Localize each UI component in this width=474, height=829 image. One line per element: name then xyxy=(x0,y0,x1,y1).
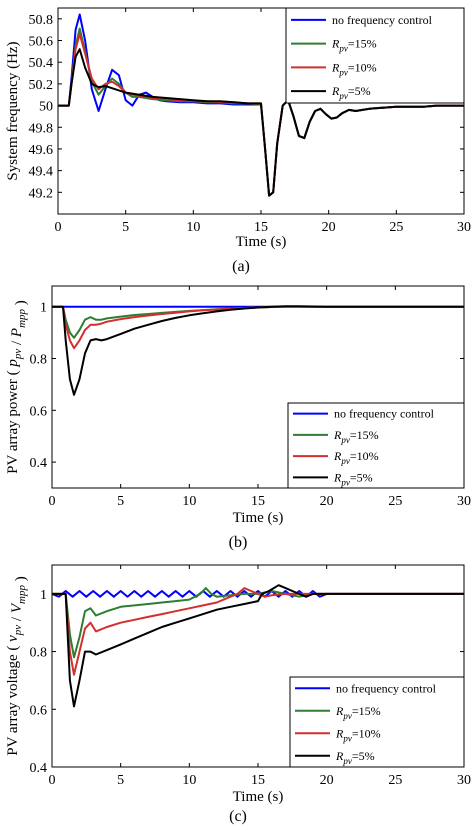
y-axis-label: PV array voltage ( vpv / Vmpp ) xyxy=(5,576,29,755)
legend-label: Rpv=10% xyxy=(333,449,379,466)
y-axis-label: PV array power ( ppv / Pmpp ) xyxy=(5,300,29,474)
y-tick-label: 1 xyxy=(40,588,47,603)
x-tick-label: 10 xyxy=(186,220,200,235)
x-tick-label: 10 xyxy=(182,494,196,509)
x-tick-label: 20 xyxy=(320,494,334,509)
legend-label: Rpv=15% xyxy=(333,428,379,445)
x-tick-label: 30 xyxy=(457,494,471,509)
legend-label: no frequency control xyxy=(334,407,435,421)
x-axis-label: Time (s) xyxy=(233,789,284,805)
x-tick-label: 0 xyxy=(55,220,62,235)
x-tick-label: 15 xyxy=(254,220,268,235)
x-tick-label: 20 xyxy=(322,220,336,235)
y-tick-label: 50.8 xyxy=(29,13,54,28)
y-tick-label: 0.4 xyxy=(30,456,48,471)
x-tick-label: 15 xyxy=(251,773,265,788)
y-tick-label: 0.6 xyxy=(30,404,48,419)
x-tick-label: 25 xyxy=(388,494,402,509)
y-tick-label: 0.6 xyxy=(30,703,48,718)
x-axis-label: Time (s) xyxy=(236,234,287,250)
panel-caption: (a) xyxy=(232,258,250,275)
legend-label: Rpv=5% xyxy=(333,470,373,487)
x-tick-label: 25 xyxy=(388,773,402,788)
x-tick-label: 5 xyxy=(117,773,124,788)
legend-label: Rpv=10% xyxy=(331,60,377,77)
series-line-4 xyxy=(52,584,464,708)
y-tick-label: 50.2 xyxy=(29,78,54,93)
legend: no frequency control Rpv=15% Rpv=10% Rpv=5% xyxy=(285,7,465,104)
panel-caption: (c) xyxy=(229,808,247,825)
legend-label: no frequency control xyxy=(336,681,437,695)
panel-1: 0 5 10 15 20 25 30 49.2 49.4 49.6 49.8 50 50.2 50.4 50… xyxy=(5,7,471,275)
y-tick-label: 50 xyxy=(39,100,53,115)
legend-label: Rpv=15% xyxy=(335,704,381,721)
legend: no frequency control Rpv=15% Rpv=10% Rpv=5% xyxy=(289,676,465,768)
y-tick-label: 0.8 xyxy=(30,353,48,368)
x-tick-label: 25 xyxy=(389,220,403,235)
legend-label: Rpv=10% xyxy=(335,726,381,743)
y-tick-label: 50.6 xyxy=(29,35,54,50)
y-tick-label: 50.4 xyxy=(29,56,54,71)
x-tick-label: 15 xyxy=(251,494,265,509)
x-tick-label: 5 xyxy=(122,220,129,235)
x-tick-label: 0 xyxy=(49,494,56,509)
y-tick-label: 0.4 xyxy=(30,761,48,776)
x-tick-label: 30 xyxy=(457,773,471,788)
x-tick-label: 0 xyxy=(49,773,56,788)
panel-2: 0 5 10 15 20 25 30 0.4 0.6 0.8 1 Time (s) PV array p… xyxy=(5,285,471,551)
legend-label: Rpv=5% xyxy=(331,84,371,101)
y-tick-label: 49.2 xyxy=(29,186,54,201)
y-tick-label: 49.4 xyxy=(29,165,54,180)
x-tick-label: 5 xyxy=(117,494,124,509)
y-tick-label: 0.8 xyxy=(30,646,48,661)
y-tick-label: 49.6 xyxy=(29,143,54,158)
x-tick-label: 10 xyxy=(182,773,196,788)
x-axis-label: Time (s) xyxy=(233,510,284,526)
y-tick-label: 1 xyxy=(40,301,47,316)
x-tick-label: 30 xyxy=(457,220,471,235)
y-tick-label: 49.8 xyxy=(29,121,54,136)
legend: no frequency control Rpv=15% Rpv=10% Rpv=5% xyxy=(287,402,465,489)
y-axis-label: System frequency (Hz) xyxy=(5,41,21,180)
panel-3: 0 5 10 15 20 25 30 0.4 0.6 0.8 1 Time (s) PV array v… xyxy=(5,564,471,825)
legend-label: Rpv=15% xyxy=(331,37,377,54)
panel-caption: (b) xyxy=(229,534,248,551)
series-line-4 xyxy=(58,48,464,197)
series-line-2 xyxy=(52,587,464,659)
legend-label: no frequency control xyxy=(332,13,433,27)
series-line-4 xyxy=(52,305,464,396)
x-tick-label: 20 xyxy=(320,773,334,788)
legend-label: Rpv=5% xyxy=(335,749,375,766)
